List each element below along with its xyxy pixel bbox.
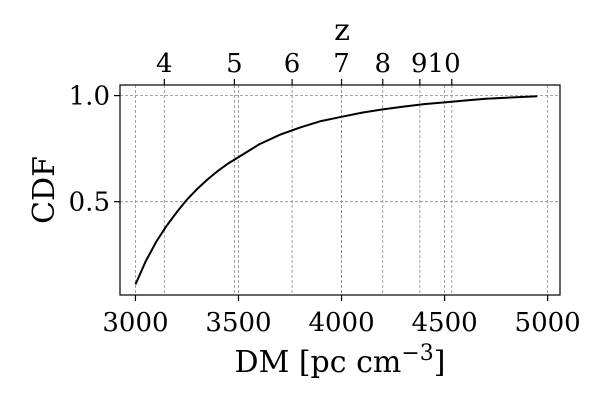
z-tick-label: 7 xyxy=(333,49,350,79)
z-tick-label: 5 xyxy=(226,49,243,79)
z-tick-label: 4 xyxy=(156,49,173,79)
y-tick-label: 1.0 xyxy=(69,82,110,112)
top-axis-label: z xyxy=(334,13,350,48)
plot-frame xyxy=(119,84,561,296)
x-axis-label-main: DM [pc cm xyxy=(235,345,402,380)
tick-labels: 3000 3500 4000 4500 5000 0.5 1.0 4 5 6 7 8 910 xyxy=(69,49,581,338)
x-tick-label: 3500 xyxy=(205,308,271,338)
curve-layer xyxy=(134,95,538,285)
x-tick-label: 3000 xyxy=(102,308,168,338)
x-tick-label: 4000 xyxy=(308,308,374,338)
y-tick-label: 0.5 xyxy=(69,188,110,218)
y-axis-label: CDF xyxy=(27,156,62,224)
z-tick-label: 6 xyxy=(284,49,301,79)
z-tick-label: 8 xyxy=(374,49,391,79)
axis-ticks xyxy=(114,79,549,301)
x-axis-label-close: ] xyxy=(434,345,446,380)
cdf-curve xyxy=(134,95,538,285)
x-axis-label-exponent: −3 xyxy=(401,341,433,366)
grid-lines xyxy=(120,85,560,295)
x-tick-label: 5000 xyxy=(515,308,581,338)
x-tick-label: 4500 xyxy=(412,308,478,338)
z-tick-label: 910 xyxy=(411,49,461,79)
x-axis-label: DM [pc cm−3] xyxy=(235,341,446,380)
